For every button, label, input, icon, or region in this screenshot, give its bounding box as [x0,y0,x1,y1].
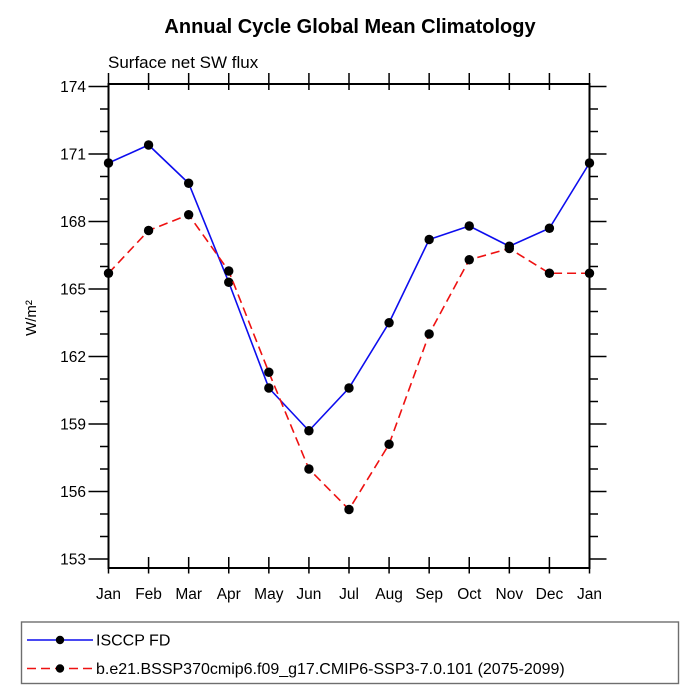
data-point-marker [424,234,434,245]
chart-title: Annual Cycle Global Mean Climatology [164,16,536,38]
data-point-marker [304,464,314,474]
data-point-marker [584,268,595,278]
y-tick-label: 153 [60,552,86,569]
x-tick-label: Nov [496,586,524,603]
data-point-marker [304,426,314,436]
data-point-marker [143,225,154,236]
x-tick-label: Sep [415,586,443,603]
y-tick-label: 156 [60,484,86,501]
plot-frame [107,83,591,569]
y-tick-label: 165 [60,282,86,299]
x-tick-label: Jan [577,586,602,603]
data-point-marker [384,439,394,449]
y-tick-label: 159 [60,417,86,434]
x-tick-label: Aug [375,586,403,603]
x-tick-label: Jan [96,586,121,603]
data-point-marker [504,243,515,254]
x-tick-label: Jul [339,586,359,603]
x-tick-label: Apr [217,586,241,603]
y-tick-label: 171 [60,147,86,164]
y-axis-label: W/m² [23,300,40,336]
x-tick-label: Dec [536,586,564,603]
data-point-marker [264,383,274,393]
data-point-marker [344,383,354,393]
data-point-marker [143,140,154,150]
legend-label: ISCCP FD [96,633,170,650]
data-point-marker [103,158,114,168]
y-tick-label: 168 [60,214,86,231]
legend-marker-dot [55,664,65,673]
data-point-marker [464,255,474,265]
y-tick-label: 162 [60,349,86,366]
data-point-marker [344,504,354,515]
x-tick-label: Oct [457,586,482,603]
x-tick-label: May [254,586,284,603]
data-point-marker [544,223,555,233]
data-point-marker [183,210,194,220]
legend-marker-dot [55,635,65,645]
x-tick-label: Jun [296,586,321,603]
data-point-marker [224,277,234,287]
data-point-marker [584,158,595,168]
y-tick-label: 174 [60,79,86,96]
chart-subtitle: Surface net SW flux [108,53,259,72]
data-point-marker [224,266,234,276]
data-point-marker [384,318,394,328]
data-point-marker [183,178,194,188]
data-point-marker [103,268,114,278]
data-point-marker [264,367,274,377]
data-point-marker [424,329,434,339]
legend-box [20,621,680,685]
data-point-marker [464,221,474,231]
series-line-model [107,213,590,511]
x-tick-label: Mar [175,586,202,603]
x-tick-label: Feb [135,586,162,603]
legend-label: b.e21.BSSP370cmip6.f09_g17.CMIP6-SSP3-7.… [96,661,565,678]
data-point-marker [544,268,555,278]
